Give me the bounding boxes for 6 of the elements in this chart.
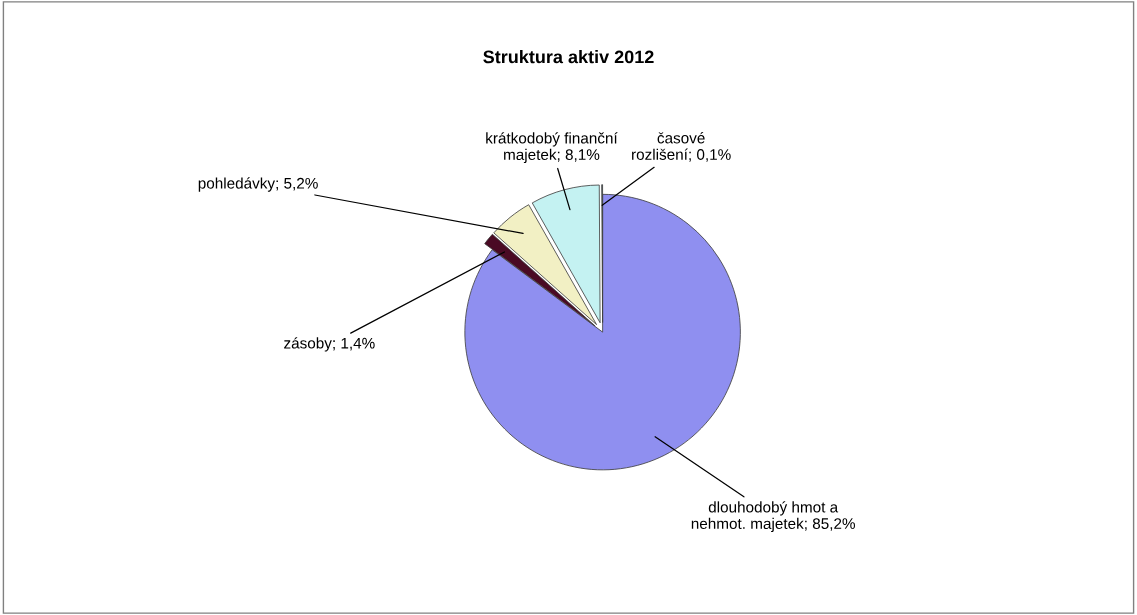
slice-label: časové rozlišení; 0,1% xyxy=(632,132,731,162)
slice-label: dlouhodobý hmot a nehmot. majetek; 85,2% xyxy=(691,501,855,533)
slice-label: krátkodobý finanční majetek; 8,1% xyxy=(486,132,618,164)
slice-label: pohledávky; 5,2% xyxy=(198,177,318,192)
slice-label: zásoby; 1,4% xyxy=(284,337,375,352)
chart-title: Struktura aktiv 2012 xyxy=(483,50,654,64)
